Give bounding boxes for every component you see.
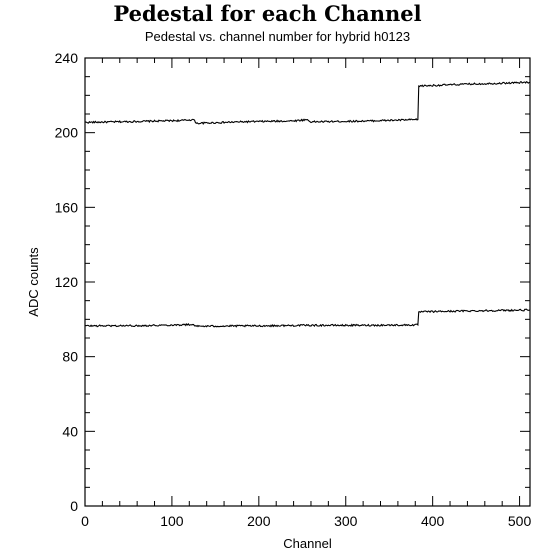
y-tick-label: 160 (55, 199, 79, 215)
y-tick-label: 200 (55, 125, 79, 141)
chart-title: Pedestal for each Channel (113, 1, 422, 26)
series-layer (84, 80, 531, 328)
ticks-layer: 0 100 200 300 400 500 0 40 80 120 160 200 240 (55, 50, 532, 529)
plot-frame (84, 57, 531, 507)
y-tick-label: 0 (70, 498, 78, 514)
y-axis-label: ADC counts (26, 247, 41, 317)
chart-subtitle: Pedestal vs. channel number for hybrid h… (144, 29, 411, 44)
x-tick-label: 300 (334, 513, 358, 529)
x-tick-label: 100 (160, 513, 184, 529)
pedestal-series-line-1 (84, 80, 531, 126)
x-tick-label: 0 (81, 513, 89, 529)
x-tick-label: 400 (421, 513, 445, 529)
y-tick-label: 120 (55, 274, 79, 290)
y-tick-label: 240 (55, 50, 79, 66)
y-tick-label: 80 (62, 349, 78, 365)
x-axis-label: Channel (283, 536, 332, 551)
pedestal-series-line-2 (84, 308, 531, 328)
x-tick-label: 200 (247, 513, 271, 529)
x-tick-label: 500 (508, 513, 532, 529)
y-tick-label: 40 (62, 423, 78, 439)
